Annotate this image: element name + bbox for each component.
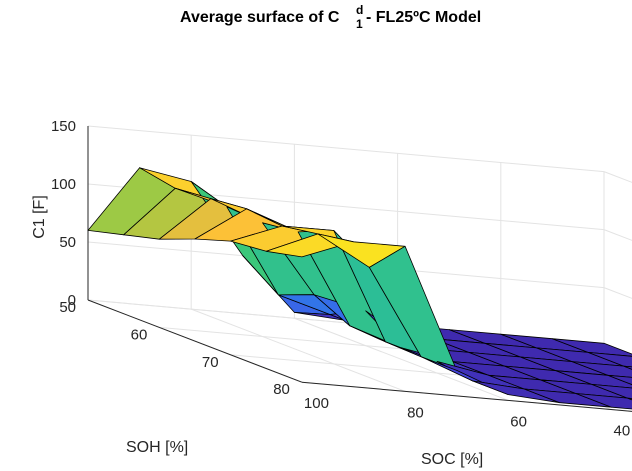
side-wall-grid-line [603, 171, 632, 183]
surface-patch [627, 397, 632, 401]
soh-tick-label: 70 [202, 354, 219, 371]
floor-grid-line [294, 317, 509, 401]
chart-title: Average surface of C d 1 - FL25ºC Model [180, 3, 481, 31]
soh-axis-title: SOH [%] [126, 439, 188, 456]
labels-layer: 02040608010050607080050100150C1 [F]SOH [… [31, 118, 631, 468]
soh-tick-label: 80 [273, 381, 290, 398]
side-wall-grid-line [603, 229, 632, 241]
soc-axis-line [301, 381, 632, 412]
soc-tick-label: 100 [304, 395, 329, 412]
surface-patch [607, 374, 632, 386]
surface-patch [623, 365, 632, 370]
c1-tick-label: 0 [68, 292, 76, 309]
floor-grid-line [191, 308, 406, 392]
surface-patch [575, 393, 632, 410]
back-wall-grid-line [87, 125, 605, 173]
chart-title-subscript: 1 [356, 17, 363, 31]
soc-axis-title: SOC [%] [421, 451, 483, 468]
c1-tick-label: 100 [51, 176, 76, 193]
soh-tick-label: 60 [131, 326, 148, 343]
axes-layer [87, 126, 632, 412]
chart-title-rest: - FL25ºC Model [366, 9, 481, 26]
chart-title-superscript: d [356, 3, 363, 17]
c1-tick-label: 50 [59, 234, 76, 251]
surface-layer [87, 167, 632, 410]
c1-axis-title: C1 [F] [31, 195, 48, 239]
soc-tick-label: 80 [407, 404, 424, 421]
soc-tick-label: 40 [614, 423, 631, 440]
chart-title-main: Average surface of C [180, 9, 340, 26]
soh-tick-label: 50 [59, 299, 76, 316]
soc-tick-label: 60 [510, 413, 527, 430]
soh-axis-line [87, 299, 303, 383]
c1-tick-label: 150 [51, 118, 76, 135]
